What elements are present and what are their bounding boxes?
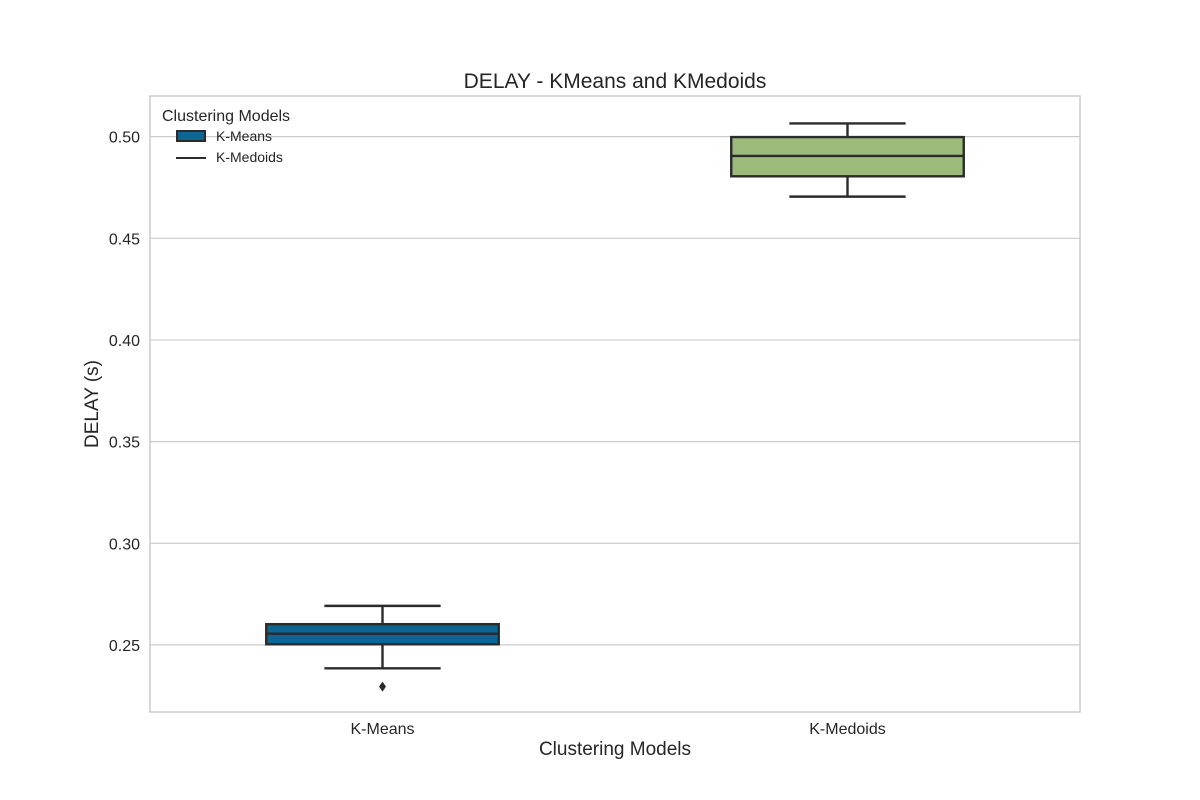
legend-swatch-k-means bbox=[176, 130, 206, 142]
y-tick-label: 0.45 bbox=[109, 231, 140, 248]
legend-title: Clustering Models bbox=[162, 108, 290, 125]
outlier-k-means bbox=[379, 681, 386, 692]
gridlines bbox=[150, 136, 1080, 646]
x-tick-label: K-Medoids bbox=[809, 721, 885, 738]
x-tick-label: K-Means bbox=[350, 721, 414, 738]
x-axis-label: Clustering Models bbox=[539, 739, 691, 760]
plot-frame bbox=[149, 95, 1081, 713]
legend: Clustering Models K-Means K-Medoids bbox=[162, 108, 290, 165]
y-tick-label: 0.35 bbox=[109, 435, 140, 452]
y-tick-label: 0.50 bbox=[109, 130, 140, 147]
legend-label-k-means: K-Means bbox=[216, 128, 272, 144]
y-tick-label: 0.30 bbox=[109, 536, 140, 553]
x-tick-labels: K-Means K-Medoids bbox=[350, 721, 885, 738]
plot-area bbox=[150, 96, 1080, 712]
y-tick-label: 0.25 bbox=[109, 638, 140, 655]
y-tick-label: 0.40 bbox=[109, 333, 140, 350]
boxes bbox=[265, 122, 965, 692]
chart-title: DELAY - KMeans and KMedoids bbox=[464, 70, 767, 93]
y-tick-labels: 0.25 0.30 0.35 0.40 0.45 0.50 bbox=[109, 130, 140, 655]
y-axis-label: DELAY (s) bbox=[82, 360, 103, 448]
legend-label-k-medoids: K-Medoids bbox=[216, 149, 283, 165]
